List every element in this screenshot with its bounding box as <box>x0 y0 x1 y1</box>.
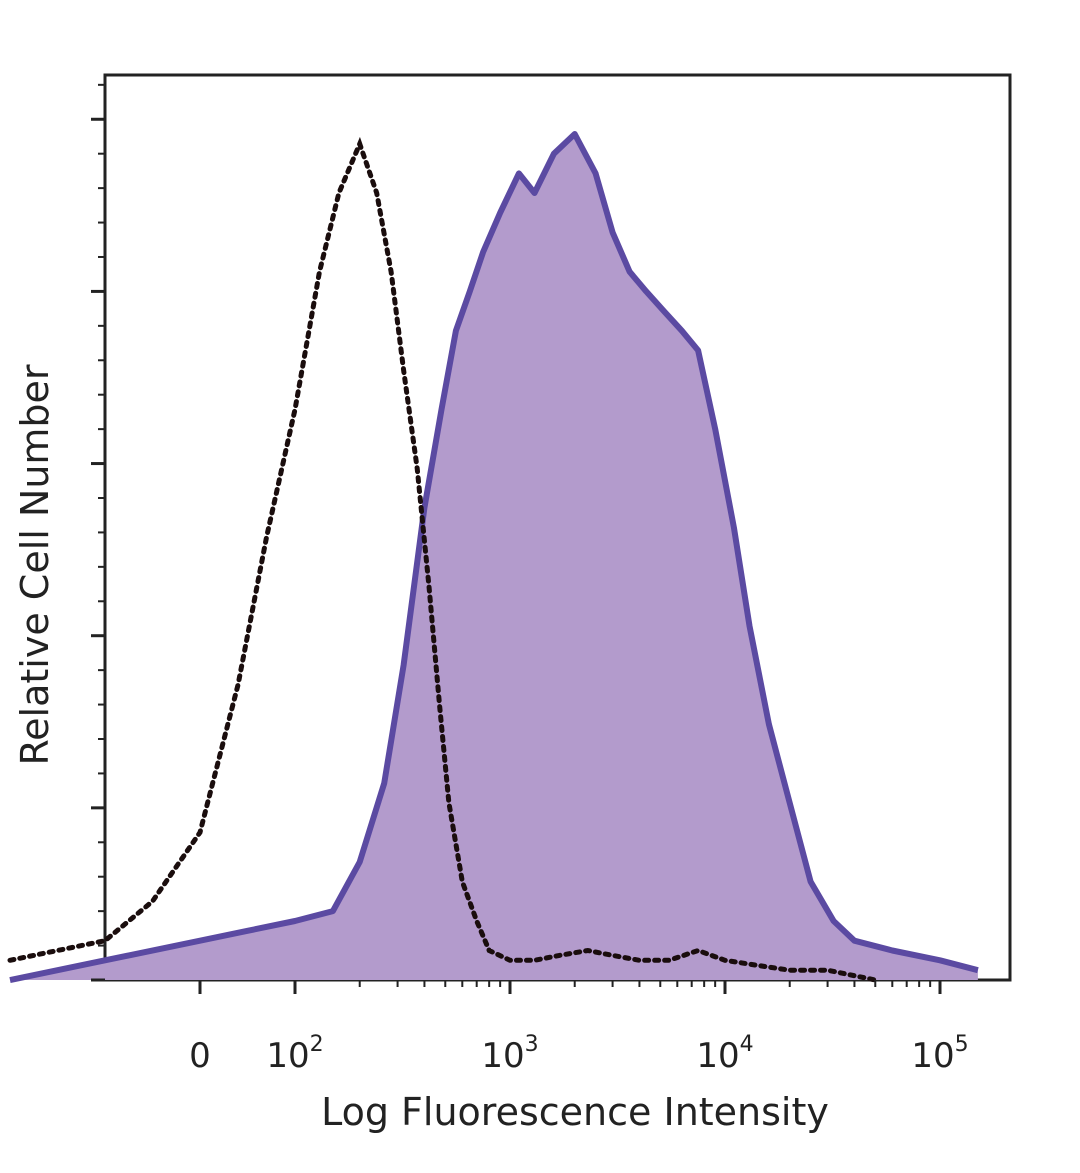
x-tick-label: 105 <box>911 1032 968 1076</box>
control-histogram-outline <box>7 136 878 983</box>
x-tick-label: 0 <box>189 1036 211 1076</box>
stained-histogram-fill <box>10 134 978 980</box>
series-layer <box>7 131 979 983</box>
x-axis-ticks: 0 102 103 104 105 <box>189 980 969 1076</box>
y-axis-ticks <box>91 83 105 982</box>
x-axis-title: Log Fluorescence Intensity <box>321 1090 829 1134</box>
x-tick-label: 104 <box>696 1032 753 1076</box>
x-tick-label: 102 <box>266 1032 323 1076</box>
stained-histogram-outline <box>9 131 979 983</box>
x-tick-label: 103 <box>481 1032 538 1076</box>
y-axis-title: Relative Cell Number <box>13 364 57 765</box>
